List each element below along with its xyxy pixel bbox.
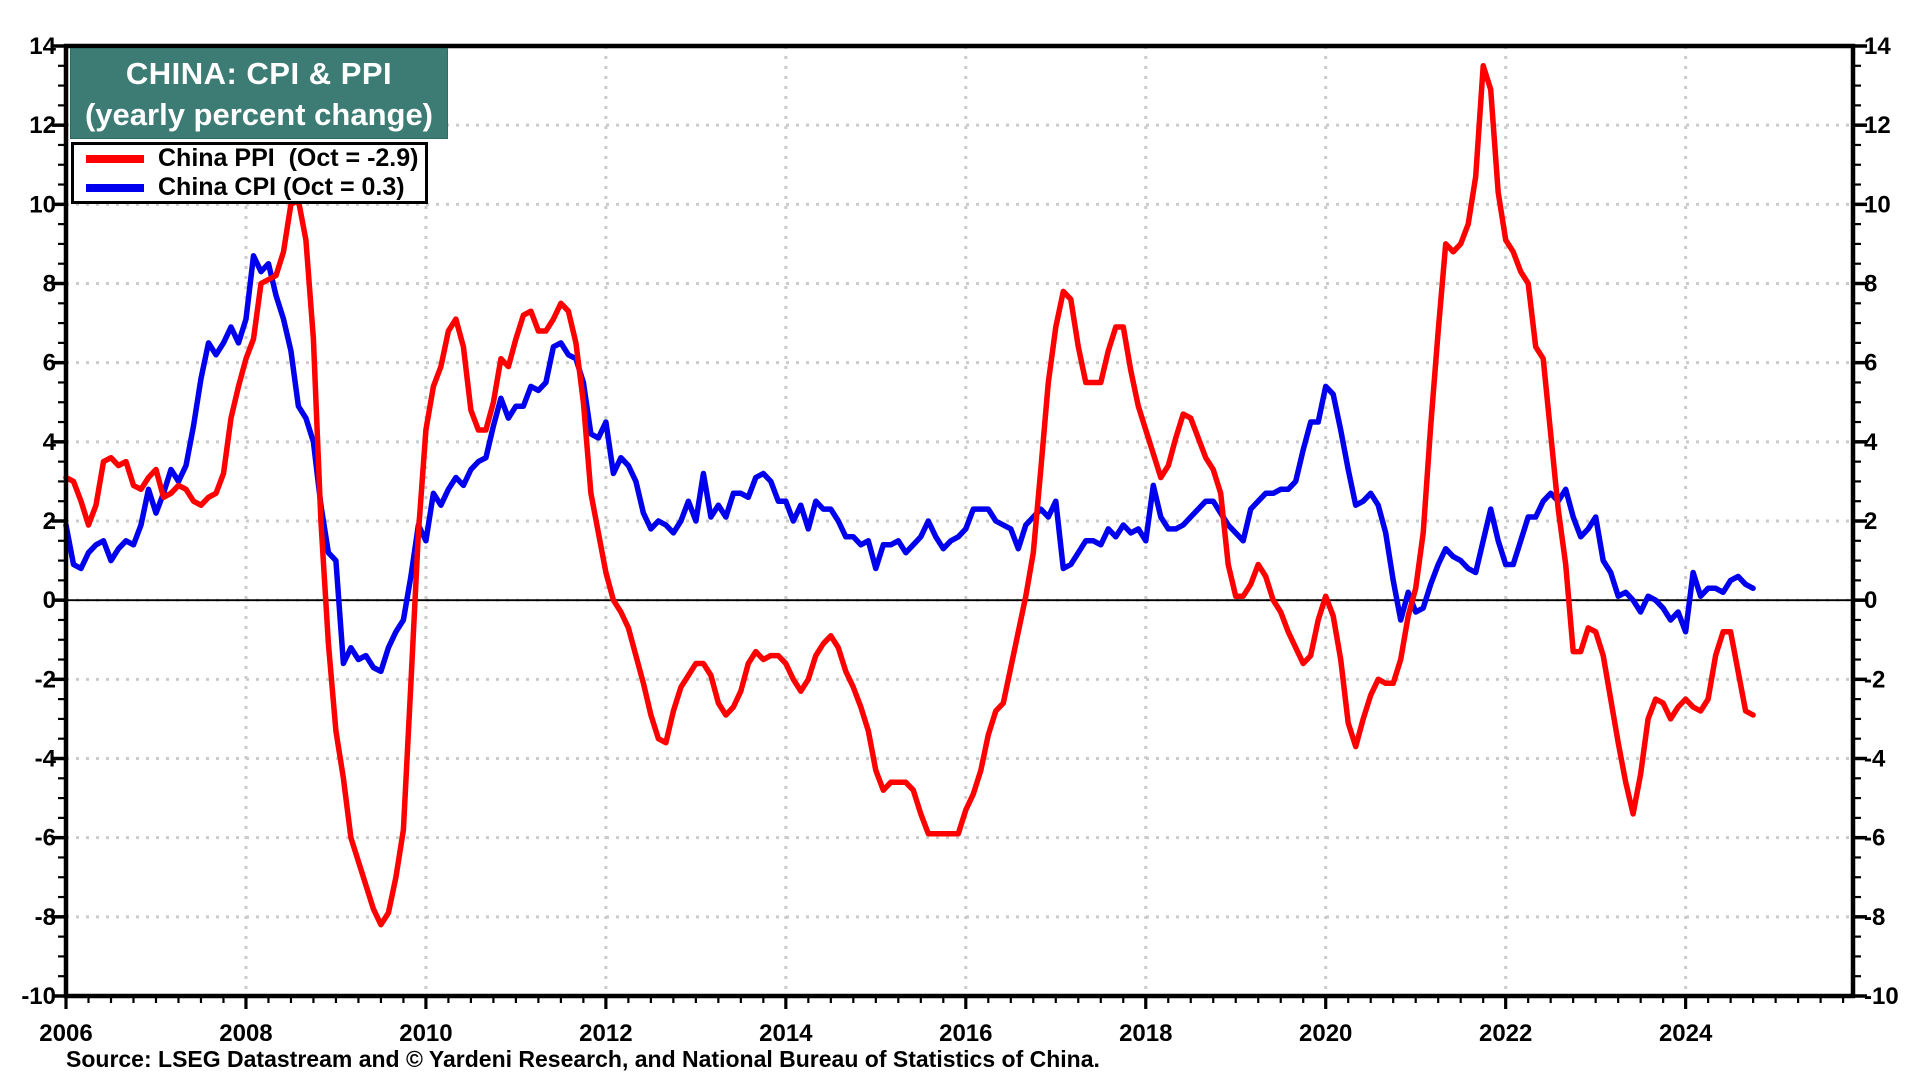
svg-text:2024: 2024 [1659, 1020, 1713, 1047]
x-tick-labels: 2006 2008 2010 2012 2014 2016 2018 2020 2022 2024 [39, 1020, 1713, 1047]
svg-text:8: 8 [43, 271, 56, 298]
svg-text:0: 0 [1864, 587, 1877, 614]
svg-text:6: 6 [1864, 350, 1877, 377]
svg-text:8: 8 [1864, 271, 1877, 298]
x-axis-ticks [64, 997, 1845, 1009]
svg-text:10: 10 [29, 191, 56, 218]
svg-text:-4: -4 [35, 746, 57, 773]
source-note: Source: LSEG Datastream and © Yardeni Re… [66, 1046, 1100, 1072]
legend-label-cpi: China CPI (Oct = 0.3) [158, 173, 405, 201]
v-gridlines [244, 46, 1688, 996]
y-tick-labels-left: 14 12 10 8 6 4 2 0 -2 -4 -6 -8 -10 [21, 33, 56, 1010]
svg-text:10: 10 [1864, 191, 1891, 218]
svg-text:4: 4 [43, 429, 57, 456]
svg-text:12: 12 [29, 112, 56, 139]
legend-item-cpi: China CPI (Oct = 0.3) [86, 173, 425, 202]
legend-swatch-cpi [86, 183, 144, 192]
svg-text:-10: -10 [21, 983, 56, 1010]
svg-text:2018: 2018 [1119, 1020, 1172, 1047]
chart-title-box: CHINA: CPI & PPI (yearly percent change) [70, 48, 448, 139]
svg-text:-2: -2 [1864, 666, 1885, 693]
chart-title-line2: (yearly percent change) [84, 96, 434, 132]
svg-text:-8: -8 [35, 904, 56, 931]
cpi-line [63, 253, 1756, 675]
svg-text:-8: -8 [1864, 904, 1885, 931]
svg-text:2014: 2014 [759, 1020, 813, 1047]
svg-text:4: 4 [1864, 429, 1878, 456]
svg-text:2020: 2020 [1299, 1020, 1352, 1047]
svg-text:-6: -6 [1864, 825, 1885, 852]
svg-text:-6: -6 [35, 825, 56, 852]
svg-text:14: 14 [1864, 33, 1891, 60]
svg-text:12: 12 [1864, 112, 1891, 139]
chart-title-line1: CHINA: CPI & PPI [125, 55, 393, 91]
svg-text:-10: -10 [1864, 983, 1899, 1010]
svg-text:6: 6 [43, 350, 56, 377]
svg-text:-4: -4 [1864, 746, 1886, 773]
svg-text:2: 2 [1864, 508, 1877, 535]
svg-text:0: 0 [43, 587, 56, 614]
svg-text:2008: 2008 [219, 1020, 272, 1047]
svg-text:2012: 2012 [579, 1020, 632, 1047]
h-gridlines [66, 123, 1853, 919]
axis-frame [63, 43, 1856, 999]
ppi-line [63, 63, 1756, 928]
y-tick-labels-right: 14 12 10 8 6 4 2 0 -2 -4 -6 -8 -10 [1864, 33, 1899, 1010]
svg-text:2006: 2006 [39, 1020, 92, 1047]
legend-swatch-ppi [86, 154, 144, 163]
svg-text:2016: 2016 [939, 1020, 992, 1047]
svg-text:2010: 2010 [399, 1020, 452, 1047]
legend: China PPI (Oct = -2.9) China CPI (Oct = … [71, 142, 428, 204]
legend-item-ppi: China PPI (Oct = -2.9) [86, 144, 425, 173]
svg-text:-2: -2 [35, 666, 56, 693]
legend-label-ppi: China PPI (Oct = -2.9) [158, 144, 419, 172]
svg-text:2022: 2022 [1479, 1020, 1532, 1047]
svg-text:14: 14 [29, 33, 56, 60]
svg-text:2: 2 [43, 508, 56, 535]
